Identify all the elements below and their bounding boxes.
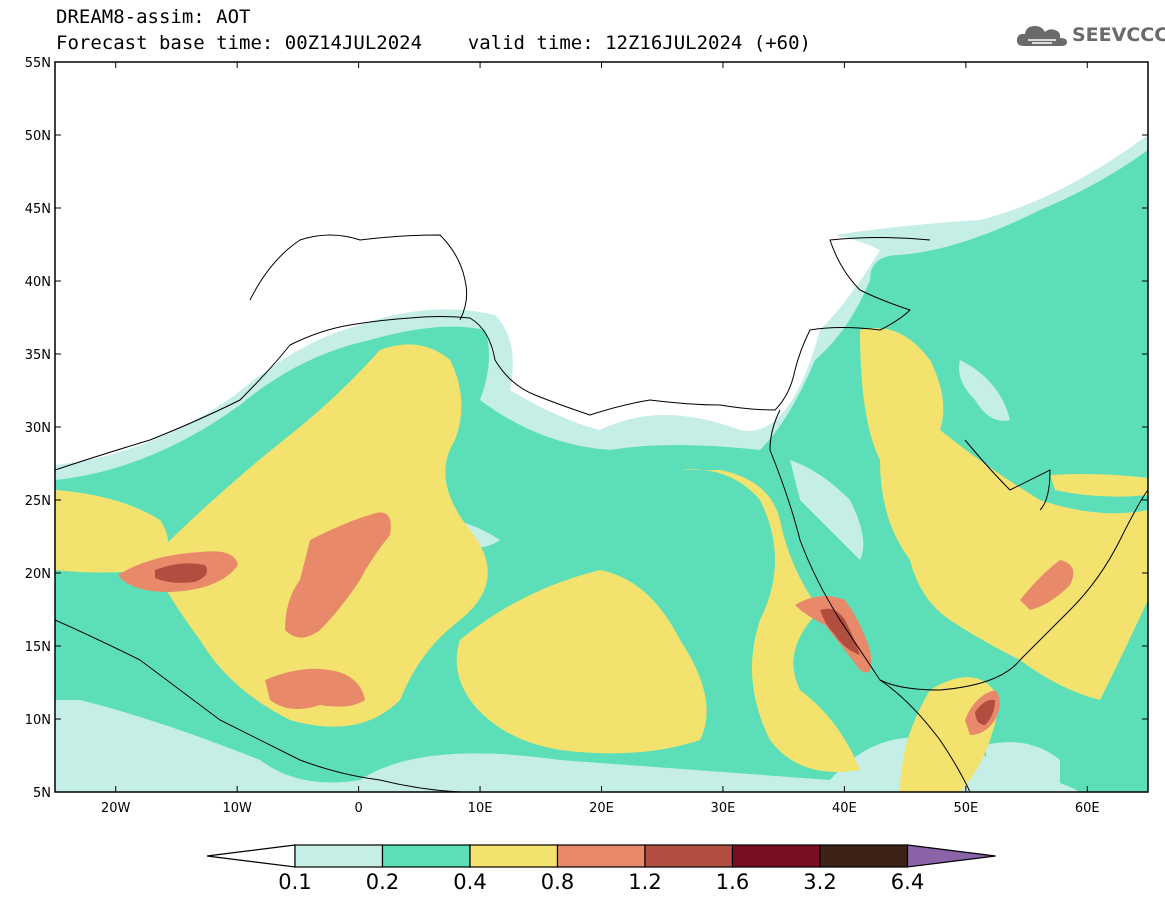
lat-tick-label: 40N [25,275,51,290]
lat-tick-label: 10N [25,713,51,728]
aot-band-1.2 [975,699,995,725]
colorbar-box [644,844,734,868]
aot-band-0.8 [285,512,391,638]
colorbar-box [731,844,821,868]
colorbar-box [294,844,384,868]
colorbar-over-arrow [906,844,996,868]
lat-tick-label: 50N [25,129,51,144]
colorbar-label: 6.4 [891,870,924,894]
latitude-ticks: 5N 10N 15N 20N 25N 30N 35N 40N 45N 50N 55N [25,56,1148,801]
forecast-time-line: Forecast base time: 00Z14JUL2024 valid t… [56,32,811,54]
colorbar-box [381,844,471,868]
colorbar-label: 0.2 [366,870,399,894]
colorbar-box [556,844,646,868]
lat-tick-label: 15N [25,640,51,655]
aot-band-0.8 [1020,560,1074,610]
colorbar-label: 0.4 [453,870,486,894]
aot-band-0.1-patch [985,742,1060,792]
aot-band-0.4-sahara [55,490,168,573]
lon-tick-label: 10E [468,801,493,816]
lon-tick-label: 0 [354,801,362,816]
aot-band-0.4-gulf [1050,474,1148,497]
logo-text: SEEVCCC [1072,24,1165,46]
lon-tick-label: 40E [832,801,857,816]
aot-band-0.4-arabia [860,328,1148,700]
aot-band-0.4-sahel [456,570,707,754]
cloud-icon [1016,26,1067,46]
colorbar-boxes [206,844,996,868]
aot-band-0.8 [795,596,872,673]
lon-tick-label: 10W [222,801,252,816]
colorbar-label: 1.6 [716,870,749,894]
seevccc-logo: SEEVCCC [1016,22,1165,48]
colorbar-label: 1.2 [628,870,661,894]
lat-tick-label: 35N [25,348,51,363]
colorbar-box [469,844,559,868]
colorbar-box [819,844,909,868]
colorbar-label: 0.8 [541,870,574,894]
aot-field [55,135,1148,792]
coastlines [55,234,1148,792]
lon-tick-label: 20W [101,801,131,816]
colorbar-label: 0.1 [278,870,311,894]
lon-tick-label: 60E [1075,801,1100,816]
colorbar-label: 3.2 [803,870,836,894]
aot-band-0.4-sudan [680,469,860,772]
lat-tick-label: 30N [25,421,51,436]
lat-tick-label: 55N [25,56,51,71]
lon-tick-label: 30E [711,801,736,816]
colorbar-under-arrow [206,844,296,868]
aot-band-0.1-patch [790,460,864,560]
longitude-ticks: 20W 10W 0 10E 20E 30E 40E 50E 60E [101,62,1100,816]
colorbar-labels: 0.1 0.2 0.4 0.8 1.2 1.6 3.2 6.4 [278,870,924,894]
aot-band-1.2 [820,608,860,655]
lat-tick-label: 20N [25,567,51,582]
aot-band-0.8 [265,668,365,709]
lon-tick-label: 50E [953,801,978,816]
aot-band-0.4-sahara [150,344,488,727]
map-title: DREAM8-assim: AOT [56,6,251,28]
aot-band-1.2 [155,563,208,583]
aot-band-0.1-patch [959,360,1010,421]
lon-tick-label: 20E [589,801,614,816]
lat-tick-label: 25N [25,494,51,509]
lat-tick-label: 5N [33,786,51,801]
lat-tick-label: 45N [25,202,51,217]
